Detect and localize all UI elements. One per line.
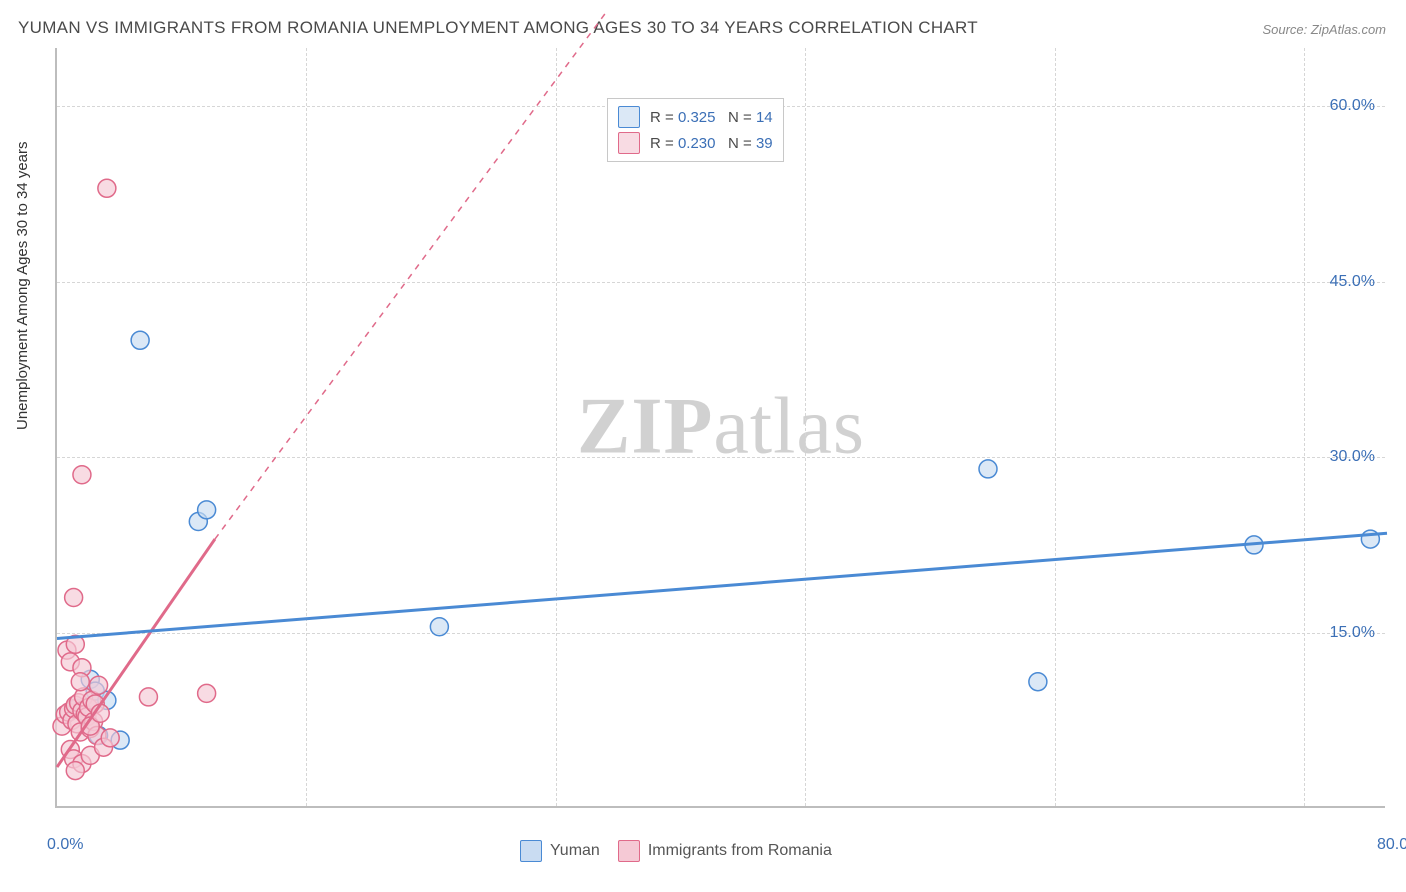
data-point bbox=[66, 762, 84, 780]
legend-label: Yuman bbox=[550, 842, 600, 860]
series-legend: Yuman Immigrants from Romania bbox=[520, 840, 832, 862]
y-axis-label: Unemployment Among Ages 30 to 34 years bbox=[14, 141, 31, 430]
data-point bbox=[198, 684, 216, 702]
x-tick-label: 80.0% bbox=[1377, 836, 1406, 854]
data-point bbox=[90, 676, 108, 694]
data-point bbox=[101, 729, 119, 747]
legend-swatch bbox=[618, 840, 640, 862]
legend-stats: R = 0.230 N = 39 bbox=[650, 135, 773, 152]
trend-line bbox=[57, 539, 215, 767]
y-tick-label: 15.0% bbox=[1330, 624, 1375, 642]
legend-item: Immigrants from Romania bbox=[618, 840, 832, 862]
legend-stats: R = 0.325 N = 14 bbox=[650, 109, 773, 126]
legend-swatch bbox=[618, 132, 640, 154]
legend-swatch bbox=[520, 840, 542, 862]
data-point bbox=[198, 501, 216, 519]
legend-label: Immigrants from Romania bbox=[648, 842, 832, 860]
legend-item: Yuman bbox=[520, 840, 600, 862]
legend-row: R = 0.230 N = 39 bbox=[618, 130, 773, 156]
data-point bbox=[430, 618, 448, 636]
data-point bbox=[73, 466, 91, 484]
data-point bbox=[71, 673, 89, 691]
legend-swatch bbox=[618, 106, 640, 128]
chart-container: YUMAN VS IMMIGRANTS FROM ROMANIA UNEMPLO… bbox=[0, 0, 1406, 892]
source-label: Source: ZipAtlas.com bbox=[1262, 22, 1386, 37]
trend-line bbox=[57, 533, 1387, 638]
chart-title: YUMAN VS IMMIGRANTS FROM ROMANIA UNEMPLO… bbox=[18, 18, 978, 38]
y-tick-label: 45.0% bbox=[1330, 273, 1375, 291]
plot-area: ZIPatlas R = 0.325 N = 14R = 0.230 N = 3… bbox=[55, 48, 1385, 808]
data-point bbox=[979, 460, 997, 478]
trend-line bbox=[215, 13, 606, 539]
data-point bbox=[1029, 673, 1047, 691]
x-tick-label: 0.0% bbox=[47, 836, 83, 854]
data-point bbox=[131, 331, 149, 349]
data-point bbox=[65, 589, 83, 607]
correlation-legend: R = 0.325 N = 14 R = 0.230 N = 39 bbox=[607, 98, 784, 162]
legend-row: R = 0.325 N = 14 bbox=[618, 104, 773, 130]
data-point bbox=[98, 179, 116, 197]
y-tick-label: 30.0% bbox=[1330, 448, 1375, 466]
y-tick-label: 60.0% bbox=[1330, 97, 1375, 115]
data-point bbox=[139, 688, 157, 706]
